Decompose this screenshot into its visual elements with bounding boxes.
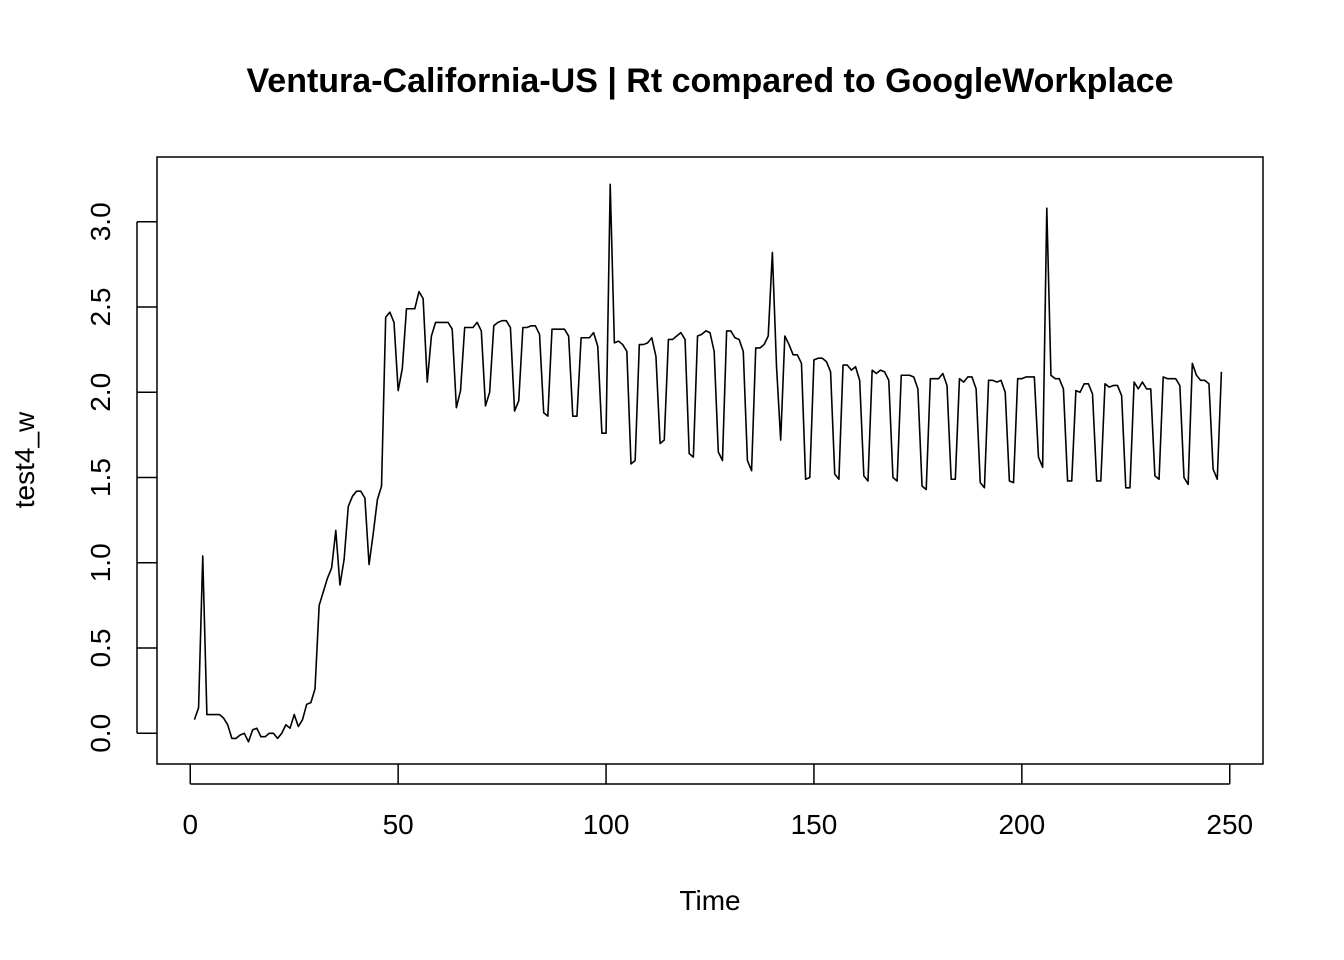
- y-tick-label: 1.5: [85, 458, 116, 497]
- x-tick-label: 250: [1206, 809, 1253, 840]
- y-axis-label: test4_w: [9, 411, 40, 508]
- y-tick-label: 2.5: [85, 288, 116, 327]
- plot-frame: [156, 156, 1264, 765]
- x-tick-label: 0: [182, 809, 198, 840]
- x-tick-label: 200: [998, 809, 1045, 840]
- y-tick-label: 2.0: [85, 373, 116, 412]
- y-tick-label: 3.0: [85, 202, 116, 241]
- series-line: [193, 183, 1223, 743]
- y-tick-label: 0.0: [85, 714, 116, 753]
- y-tick-label: 1.0: [85, 543, 116, 582]
- y-tick-label: 0.5: [85, 629, 116, 668]
- x-tick-label: 100: [583, 809, 630, 840]
- x-tick-label: 150: [791, 809, 838, 840]
- x-tick-label: 50: [383, 809, 414, 840]
- x-axis: 0 50 100 150 200 250: [182, 764, 1253, 840]
- y-axis: 0.0 0.5 1.0 1.5 2.0 2.5 3.0: [85, 202, 157, 753]
- series-group: [193, 183, 1223, 743]
- x-axis-label: Time: [679, 885, 740, 916]
- chart-title: Ventura-California-US | Rt compared to G…: [246, 62, 1173, 100]
